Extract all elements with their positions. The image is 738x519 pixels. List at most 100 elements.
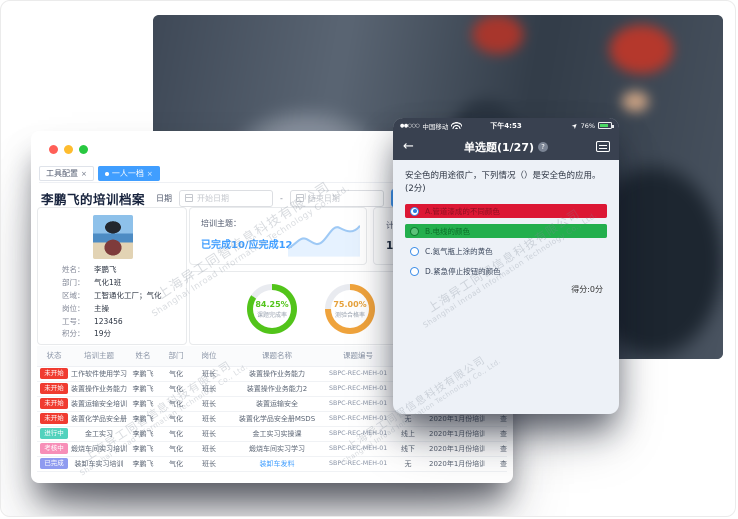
action-cell[interactable]: 查看 xyxy=(485,411,507,427)
course-link[interactable]: 装卸车发料 xyxy=(259,459,295,468)
plan-cell: 2020年1月份培训计划 xyxy=(429,411,485,427)
cell-text: SBPC-REC-MEH-017 xyxy=(329,370,387,377)
close-window-button[interactable] xyxy=(49,145,58,154)
minimize-window-button[interactable] xyxy=(64,145,73,154)
cell-text: 气化 xyxy=(169,414,183,423)
topic-cell: 装卸车实习培训 xyxy=(71,456,127,472)
cell-text: 李鹏飞 xyxy=(132,444,154,453)
code-cell: SBPC-REC-MEH-017 xyxy=(329,381,387,397)
cell-text: SBPC-REC-MEH-017 xyxy=(329,430,387,437)
cell-text: 班长 xyxy=(202,429,216,438)
cell-text: 气化 xyxy=(169,369,183,378)
calendar-icon xyxy=(295,194,304,202)
option-a[interactable]: A.管道漆成的不同颜色 xyxy=(405,204,607,219)
mode-cell: 无 xyxy=(387,411,429,427)
course-completion-donut: 84.25% 课题完成率 xyxy=(247,284,297,334)
option-label: D.紧急停止按钮的颜色 xyxy=(425,266,501,276)
mode-cell: 线上 xyxy=(387,426,429,442)
dept-cell: 气化 xyxy=(159,456,193,472)
window-controls xyxy=(49,145,88,154)
radio-icon[interactable] xyxy=(410,206,419,216)
profile-field: 积分： 19分 xyxy=(62,330,182,338)
name-cell: 李鹏飞 xyxy=(127,426,159,442)
cell-text: SBPC-REC-MEH-017 xyxy=(329,445,387,452)
cell-text: 气化 xyxy=(169,384,183,393)
table-row: 未开始装置化学品安全册MSDS李鹏飞气化班长装置化学品安全册MSDSSBPC-R… xyxy=(37,411,507,427)
cell-text: 班长 xyxy=(202,444,216,453)
topic-cell: 金工实习 xyxy=(71,426,127,442)
date-filter-label: 日期 xyxy=(156,193,173,203)
training-topic-card: 培训主题： 已完成10/应完成12 xyxy=(189,207,367,265)
answer-sheet-icon[interactable] xyxy=(596,141,610,152)
cell-text: 2020年1月份培训计划 xyxy=(429,444,485,453)
action-cell[interactable]: 查看 xyxy=(485,456,507,472)
course-cell: 装卸车发料 xyxy=(225,456,329,472)
option-b[interactable]: B.电线的颜色 xyxy=(405,224,607,239)
cell-text: 装卸车实习培训 xyxy=(74,459,124,468)
tab-tool-config[interactable]: 工具配置 × xyxy=(39,166,94,181)
trend-sparkline xyxy=(288,225,360,257)
dept-cell: 气化 xyxy=(159,411,193,427)
location-arrow-icon: ➤ xyxy=(569,120,580,131)
signal-dots-icon: ●●○○○ xyxy=(400,122,420,129)
radio-icon[interactable] xyxy=(410,226,419,236)
close-tab-icon[interactable]: × xyxy=(146,169,153,178)
status-cell: 未开始 xyxy=(37,381,71,397)
cell-text: SBPC-REC-MEH-017 xyxy=(329,400,387,407)
status-badge: 考核中 xyxy=(40,443,68,454)
profile-field: 工号： 123456 xyxy=(62,318,182,326)
action-cell[interactable]: 查看 xyxy=(485,441,507,457)
dept-cell: 气化 xyxy=(159,381,193,397)
radio-icon[interactable] xyxy=(410,246,419,256)
donut-value: 75.00% xyxy=(333,299,367,309)
cell-text: 工作软件使用学习 xyxy=(71,369,127,378)
action-cell[interactable]: 查看 xyxy=(485,426,507,442)
radio-icon[interactable] xyxy=(410,266,419,276)
cell-text: 气化 xyxy=(169,459,183,468)
post-cell: 班长 xyxy=(193,441,225,457)
help-icon[interactable]: ? xyxy=(538,141,549,152)
tab-one-person-one-file[interactable]: 一人一档 × xyxy=(97,166,160,181)
start-date-input[interactable]: 开始日期 xyxy=(179,189,274,207)
cell-text: 2020年1月份培训计划 xyxy=(429,459,485,468)
quiz-pass-donut: 75.00% 测验合格率 xyxy=(325,284,375,334)
cell-text: 查看 xyxy=(500,414,507,423)
profile-field: 岗位： 主操 xyxy=(62,305,182,313)
profile-fields: 姓名： 李鹏飞 部门： 气化1班 区域： 工智通化工厂；气化 岗位： 主操 工号： 123… xyxy=(62,266,182,343)
end-date-input[interactable]: 结束日期 xyxy=(289,189,384,207)
status-badge: 未开始 xyxy=(40,413,68,424)
options-list: A.管道漆成的不同颜色 B.电线的颜色 C.氮气瓶上涂的黄色 D.紧急停止按钮的… xyxy=(405,204,607,278)
mode-cell: 无 xyxy=(387,456,429,472)
phone-nav-bar: ← 单选题(1/27) ? xyxy=(393,133,619,160)
status-time: 下午4:53 xyxy=(490,121,522,130)
cell-text: SBPC-REC-MEH-017 xyxy=(329,460,387,467)
tab-label: 工具配置 xyxy=(46,169,78,178)
course-cell: 装置操作业务能力2 xyxy=(225,381,329,397)
mode-cell: 线下 xyxy=(387,441,429,457)
cell-text: 装置操作业务能力 xyxy=(249,369,305,378)
back-arrow-icon[interactable]: ← xyxy=(403,139,414,154)
cell-text: 班长 xyxy=(202,369,216,378)
status-cell: 未开始 xyxy=(37,411,71,427)
close-tab-icon[interactable]: × xyxy=(81,169,87,178)
course-cell: 装置运输安全 xyxy=(225,396,329,412)
cell-text: 李鹏飞 xyxy=(132,369,154,378)
table-row: 未开始 装置操作业务能力2 李鹏飞 气化 班长 装置操作业务能力2 SBPC-REC-MEH… xyxy=(37,381,507,397)
option-c[interactable]: C.氮气瓶上涂的黄色 xyxy=(405,244,607,258)
cell-text: 2020年1月份培训计划 xyxy=(429,429,485,438)
status-cell: 未开始 xyxy=(37,366,71,382)
tab-label: 一人一档 xyxy=(111,169,144,178)
col-dept: 部门 xyxy=(159,346,193,367)
course-cell: 装置化学品安全册MSDS xyxy=(225,411,329,427)
topic-progress-value: 已完成10/应完成12 xyxy=(201,240,293,251)
tab-bar: 工具配置 × 一人一档 × xyxy=(39,164,511,183)
maximize-window-button[interactable] xyxy=(79,145,88,154)
cell-text: 气化 xyxy=(169,444,183,453)
dept-cell: 气化 xyxy=(159,366,193,382)
profile-field: 部门： 气化1班 xyxy=(62,279,182,287)
field-label: 工号： xyxy=(62,316,85,326)
code-cell: SBPC-REC-MEH-017 xyxy=(329,456,387,472)
option-d[interactable]: D.紧急停止按钮的颜色 xyxy=(405,264,607,278)
cell-text: 金工实习 xyxy=(85,429,113,438)
